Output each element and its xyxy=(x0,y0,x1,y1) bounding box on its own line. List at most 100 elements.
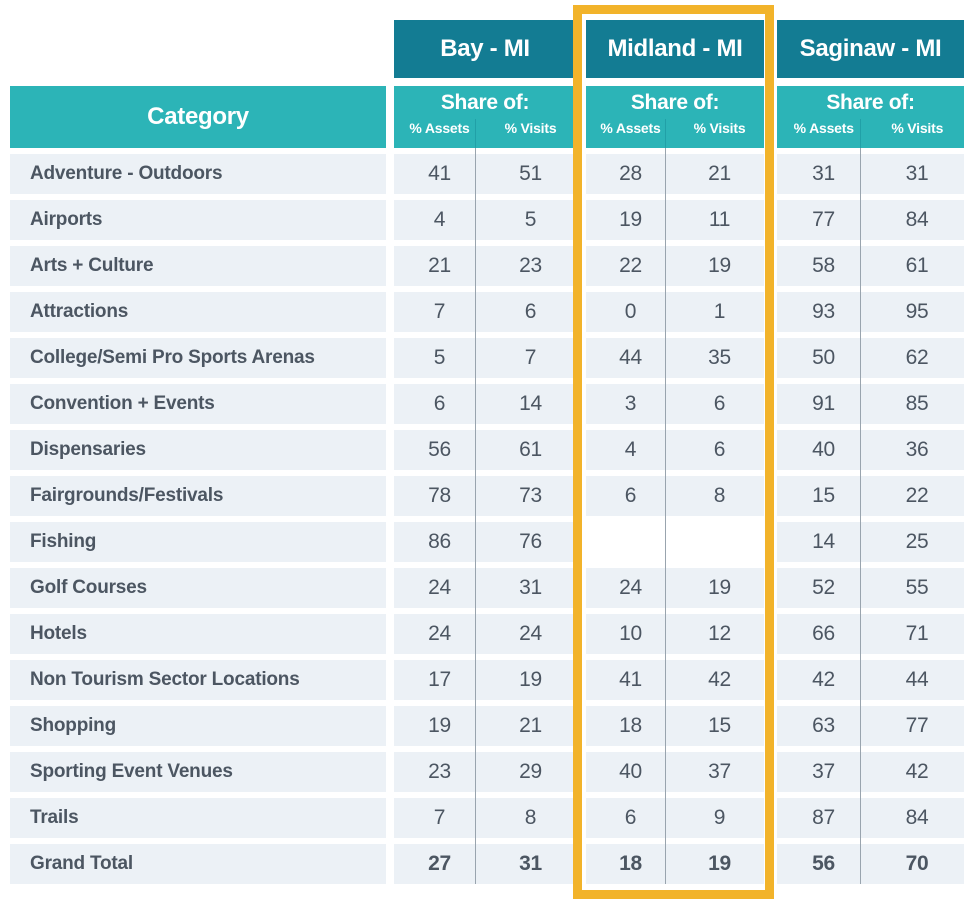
value-cell: 22 xyxy=(870,476,964,516)
value-cell: 71 xyxy=(870,614,964,654)
saginaw-column-divider xyxy=(860,119,861,884)
midland-column-divider xyxy=(665,119,666,884)
category-cell: College/Semi Pro Sports Arenas xyxy=(10,338,386,378)
value-cell: 28 xyxy=(586,154,675,194)
value-cell: 23 xyxy=(394,752,485,792)
category-cell: Arts + Culture xyxy=(10,246,386,286)
value-cell: 37 xyxy=(675,752,764,792)
value-cell: 51 xyxy=(485,154,576,194)
category-cell: Convention + Events xyxy=(10,384,386,424)
value-cell: 19 xyxy=(675,568,764,608)
value-cell: 21 xyxy=(675,154,764,194)
share-table: Bay - MI Midland - MI Saginaw - MI Category… xyxy=(10,20,964,890)
value-cell: 22 xyxy=(586,246,675,286)
value-cell: 35 xyxy=(675,338,764,378)
value-cell: 6 xyxy=(485,292,576,332)
visits-column-label: % Visits xyxy=(693,120,746,136)
value-cell: 44 xyxy=(870,660,964,700)
assets-column-label: % Assets xyxy=(409,120,470,136)
value-cell: 27 xyxy=(394,844,485,884)
value-cell: 84 xyxy=(870,200,964,240)
value-cell: 87 xyxy=(777,798,870,838)
value-cell: 18 xyxy=(586,844,675,884)
region-header-midland: Midland - MI xyxy=(586,20,764,78)
value-cell: 31 xyxy=(485,568,576,608)
value-cell: 10 xyxy=(586,614,675,654)
value-cell: 95 xyxy=(870,292,964,332)
value-cell: 6 xyxy=(394,384,485,424)
region-header-saginaw: Saginaw - MI xyxy=(777,20,964,78)
share-subcolumns: % Assets % Visits xyxy=(586,119,764,148)
value-cell: 15 xyxy=(675,706,764,746)
value-cell: 50 xyxy=(777,338,870,378)
category-cell: Non Tourism Sector Locations xyxy=(10,660,386,700)
value-cell: 93 xyxy=(777,292,870,332)
value-cell: 7 xyxy=(394,798,485,838)
value-cell: 36 xyxy=(870,430,964,470)
value-cell: 77 xyxy=(777,200,870,240)
value-cell: 18 xyxy=(586,706,675,746)
value-cell: 63 xyxy=(777,706,870,746)
value-cell: 17 xyxy=(394,660,485,700)
blank-value-cell xyxy=(675,522,764,562)
value-cell: 84 xyxy=(870,798,964,838)
value-cell: 24 xyxy=(586,568,675,608)
value-cell: 76 xyxy=(485,522,576,562)
bay-column-divider xyxy=(475,119,476,884)
value-cell: 7 xyxy=(394,292,485,332)
category-cell: Shopping xyxy=(10,706,386,746)
visits-column-label: % Visits xyxy=(891,120,944,136)
value-cell: 86 xyxy=(394,522,485,562)
value-cell: 6 xyxy=(586,798,675,838)
value-cell: 15 xyxy=(777,476,870,516)
share-subcolumns: % Assets % Visits xyxy=(394,119,576,148)
value-cell: 41 xyxy=(394,154,485,194)
value-cell: 24 xyxy=(485,614,576,654)
category-header: Category xyxy=(10,86,386,148)
value-cell: 7 xyxy=(485,338,576,378)
share-of-label: Share of: xyxy=(440,90,530,114)
share-subcolumns: % Assets % Visits xyxy=(777,119,964,148)
category-cell: Adventure - Outdoors xyxy=(10,154,386,194)
value-cell: 9 xyxy=(675,798,764,838)
value-cell: 19 xyxy=(394,706,485,746)
value-cell: 29 xyxy=(485,752,576,792)
value-cell: 42 xyxy=(675,660,764,700)
visits-column-label: % Visits xyxy=(504,120,557,136)
category-cell: Sporting Event Venues xyxy=(10,752,386,792)
value-cell: 24 xyxy=(394,568,485,608)
value-cell: 66 xyxy=(777,614,870,654)
value-cell: 4 xyxy=(394,200,485,240)
value-cell: 8 xyxy=(485,798,576,838)
value-cell: 78 xyxy=(394,476,485,516)
value-cell: 19 xyxy=(586,200,675,240)
value-cell: 40 xyxy=(586,752,675,792)
value-cell: 55 xyxy=(870,568,964,608)
value-cell: 31 xyxy=(485,844,576,884)
blank-value-cell xyxy=(586,522,675,562)
value-cell: 19 xyxy=(675,246,764,286)
value-cell: 24 xyxy=(394,614,485,654)
category-cell: Airports xyxy=(10,200,386,240)
value-cell: 85 xyxy=(870,384,964,424)
value-cell: 6 xyxy=(675,430,764,470)
value-cell: 11 xyxy=(675,200,764,240)
category-cell: Golf Courses xyxy=(10,568,386,608)
value-cell: 40 xyxy=(777,430,870,470)
category-cell: Dispensaries xyxy=(10,430,386,470)
value-cell: 56 xyxy=(777,844,870,884)
share-header-midland: Share of: % Assets % Visits xyxy=(586,86,764,148)
value-cell: 42 xyxy=(777,660,870,700)
category-cell: Fairgrounds/Festivals xyxy=(10,476,386,516)
value-cell: 14 xyxy=(777,522,870,562)
category-cell: Hotels xyxy=(10,614,386,654)
value-cell: 6 xyxy=(675,384,764,424)
value-cell: 91 xyxy=(777,384,870,424)
share-header-bay: Share of: % Assets % Visits xyxy=(394,86,576,148)
share-header-saginaw: Share of: % Assets % Visits xyxy=(777,86,964,148)
value-cell: 19 xyxy=(485,660,576,700)
value-cell: 6 xyxy=(586,476,675,516)
category-cell: Attractions xyxy=(10,292,386,332)
grand-total-label-cell: Grand Total xyxy=(10,844,386,884)
